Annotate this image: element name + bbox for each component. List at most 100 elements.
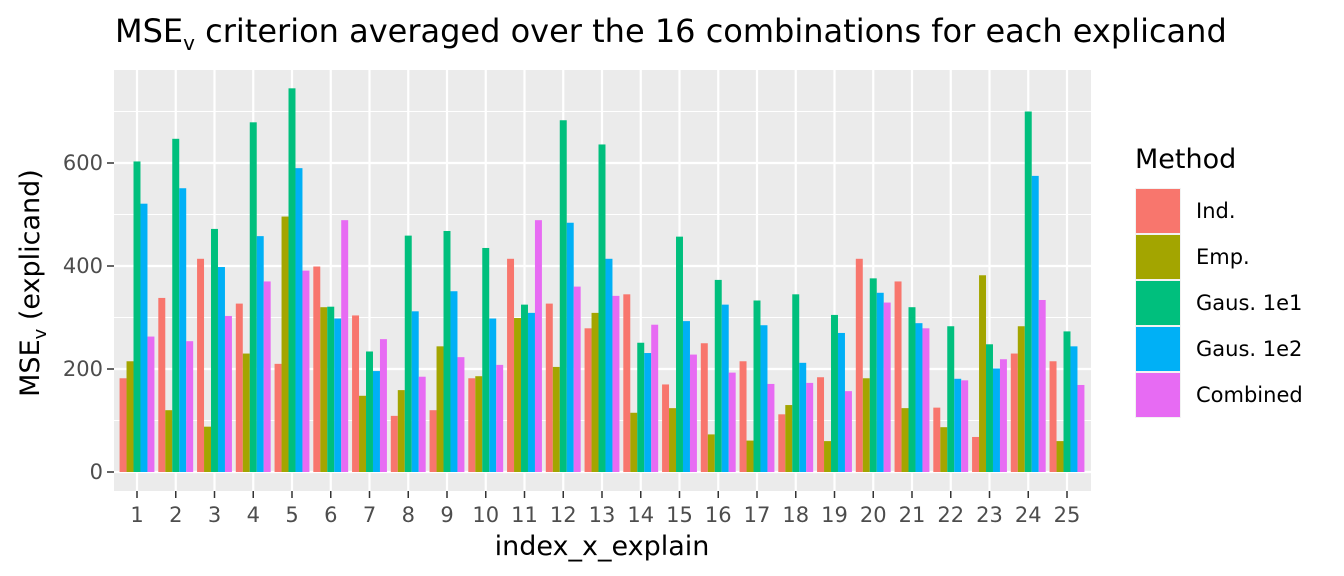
bar xyxy=(235,303,243,472)
bar xyxy=(217,267,225,472)
bar xyxy=(302,270,310,472)
bar xyxy=(915,323,923,472)
bar xyxy=(767,383,775,472)
bar xyxy=(689,354,697,472)
legend-swatch xyxy=(1136,281,1180,325)
x-tick-label: 4 xyxy=(247,503,260,527)
bar xyxy=(334,318,342,472)
bar xyxy=(489,318,497,472)
bar xyxy=(753,300,761,472)
bar xyxy=(1024,111,1032,472)
bar xyxy=(940,427,948,472)
bar xyxy=(242,353,250,472)
x-tick-label: 5 xyxy=(285,503,298,527)
bar xyxy=(855,258,863,472)
legend-label: Ind. xyxy=(1196,199,1236,223)
y-axis: 0 200 400 600 xyxy=(63,151,114,484)
x-tick-label: 13 xyxy=(589,503,616,527)
bar xyxy=(785,405,793,472)
bar xyxy=(527,312,535,472)
bar xyxy=(341,220,349,472)
bar xyxy=(1049,361,1057,472)
x-tick-label: 24 xyxy=(1015,503,1042,527)
chart-title-main: MSE xyxy=(115,12,183,50)
x-tick-label: 6 xyxy=(324,503,337,527)
bar xyxy=(1063,331,1071,472)
x-tick-label: 14 xyxy=(627,503,654,527)
bar xyxy=(249,122,257,472)
bar xyxy=(972,436,980,472)
bar xyxy=(133,161,141,472)
bar xyxy=(894,281,902,472)
x-tick-label: 15 xyxy=(666,503,693,527)
bar xyxy=(598,144,606,472)
bar xyxy=(746,440,754,472)
chart-title: MSEv criterion averaged over the 16 comb… xyxy=(115,12,1227,55)
bar xyxy=(844,391,852,472)
chart-title-rest: criterion averaged over the 16 combinati… xyxy=(195,12,1227,50)
bar xyxy=(140,203,148,472)
bar xyxy=(1070,346,1078,472)
bar xyxy=(883,302,891,472)
legend: Method Ind. Emp. Gaus. 1e1 Gaus. 1e2 Combine… xyxy=(1135,144,1303,418)
bar xyxy=(372,371,380,472)
bar xyxy=(197,258,205,472)
x-axis: 1 2 3 4 5 6 7 8 9 10 11 12 13 14 15 16 17 18 19 20 21 22 23 24 2… xyxy=(130,491,1080,527)
y-tick-label: 400 xyxy=(63,254,103,278)
bar xyxy=(901,408,909,472)
bar xyxy=(436,346,444,472)
bar xyxy=(824,441,832,472)
bar xyxy=(521,304,528,473)
bar xyxy=(584,328,592,472)
bar xyxy=(999,359,1007,472)
bar xyxy=(700,343,708,472)
legend-swatch xyxy=(1136,235,1180,279)
x-tick-label: 22 xyxy=(937,503,964,527)
bar xyxy=(534,220,542,472)
bar xyxy=(817,377,825,472)
bar xyxy=(651,324,659,472)
chart-title-sub: v xyxy=(183,31,195,55)
bar xyxy=(288,88,296,472)
bar xyxy=(573,286,581,472)
x-tick-label: 18 xyxy=(782,503,809,527)
bar xyxy=(1010,353,1018,472)
bar xyxy=(1038,299,1046,472)
legend-label: Gaus. 1e1 xyxy=(1196,291,1302,315)
bar xyxy=(933,407,941,473)
bar xyxy=(224,315,232,472)
bar xyxy=(739,361,747,472)
x-tick-label: 23 xyxy=(976,503,1003,527)
bar xyxy=(605,258,613,472)
bar xyxy=(158,297,166,472)
bar xyxy=(954,378,962,472)
x-tick-label: 2 xyxy=(169,503,182,527)
bar xyxy=(623,294,631,472)
x-tick-label: 8 xyxy=(402,503,415,527)
bar xyxy=(172,138,180,473)
bar xyxy=(682,321,690,472)
bar xyxy=(760,325,768,472)
bar xyxy=(514,318,522,472)
bar xyxy=(552,366,560,472)
bar xyxy=(352,315,360,472)
bar xyxy=(390,415,398,472)
bar xyxy=(714,279,722,472)
bars xyxy=(119,88,1085,473)
bar xyxy=(256,236,264,472)
bar xyxy=(831,314,838,472)
bar xyxy=(359,395,367,472)
bar xyxy=(457,357,465,472)
x-tick-label: 21 xyxy=(899,503,926,527)
bar xyxy=(379,339,387,472)
bar xyxy=(411,311,419,472)
bar xyxy=(1017,326,1025,472)
y-tick-label: 200 xyxy=(63,357,103,381)
y-axis-title-sub: v xyxy=(30,328,51,339)
bar xyxy=(644,353,652,472)
bar xyxy=(313,266,321,472)
bar xyxy=(662,384,670,472)
bar xyxy=(676,236,683,472)
bar xyxy=(204,426,212,472)
